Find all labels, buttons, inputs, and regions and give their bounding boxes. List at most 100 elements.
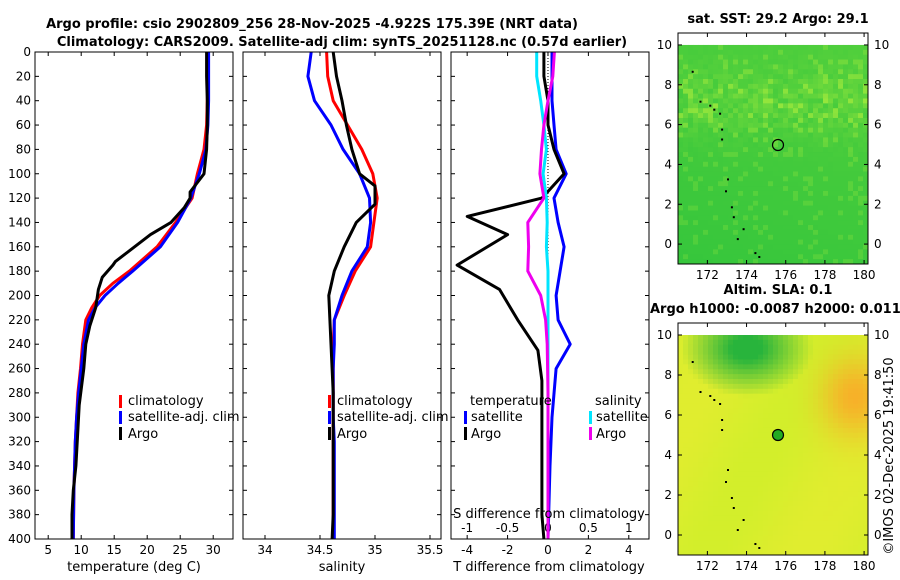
map-cell xyxy=(688,64,694,70)
map-cell xyxy=(793,166,799,173)
map-cell xyxy=(863,79,868,85)
map-cell xyxy=(693,64,699,70)
map-cell xyxy=(733,432,739,439)
map-cell xyxy=(833,103,839,109)
map-cell xyxy=(843,74,849,80)
map-cell xyxy=(798,437,804,444)
map-cell xyxy=(823,147,829,153)
map-cell xyxy=(758,113,764,119)
map-cell xyxy=(853,122,859,129)
map-cell xyxy=(678,108,684,114)
map-cell xyxy=(723,127,729,134)
map-cell xyxy=(733,190,739,197)
map-cell xyxy=(748,156,754,163)
map-cell xyxy=(823,220,829,226)
map-cell xyxy=(783,481,789,488)
map-cell xyxy=(703,447,709,453)
map-cell xyxy=(733,132,739,139)
map-cell xyxy=(713,83,719,90)
map-cell xyxy=(818,103,824,109)
map-cell xyxy=(838,190,844,197)
map-cell xyxy=(703,254,709,260)
map-cell xyxy=(778,190,784,197)
map-cell xyxy=(788,220,794,226)
map-cell xyxy=(763,239,769,246)
map-cell xyxy=(728,113,734,119)
map-cell xyxy=(763,93,769,100)
map-cell xyxy=(688,74,694,80)
map-cell xyxy=(798,69,804,75)
map-cell xyxy=(778,467,784,473)
map-cell xyxy=(823,142,829,148)
map-cell xyxy=(798,200,804,207)
map-cell xyxy=(723,423,729,429)
map-cell xyxy=(723,383,729,390)
map-cell xyxy=(823,215,829,221)
legend-swatch-s-satellite xyxy=(589,411,592,424)
map-cell xyxy=(708,113,714,119)
map-cell xyxy=(863,447,868,453)
map-cell xyxy=(793,137,799,143)
map-cell xyxy=(683,229,689,236)
map-cell xyxy=(803,142,809,148)
map-cell xyxy=(853,239,859,246)
map-cell xyxy=(738,452,744,458)
map-cell xyxy=(778,156,784,163)
map-cell xyxy=(853,335,859,341)
map-cell xyxy=(713,447,719,453)
map-cell xyxy=(693,511,699,517)
map-cell xyxy=(733,59,739,66)
map-cell xyxy=(748,506,754,512)
map-cell xyxy=(693,525,699,532)
map-cell xyxy=(788,210,794,216)
map-cell xyxy=(803,506,809,512)
map-cell xyxy=(758,413,764,419)
map-cell xyxy=(848,545,854,551)
map-cell xyxy=(718,525,724,532)
map-cell xyxy=(683,354,689,361)
map-cell xyxy=(818,418,824,424)
map-cell xyxy=(838,200,844,207)
map-cell xyxy=(823,44,829,51)
map-cell xyxy=(688,496,694,502)
map-cell xyxy=(678,254,684,260)
map-cell xyxy=(858,442,864,449)
map-cell xyxy=(808,195,814,202)
map-cell xyxy=(848,437,854,444)
map-cell xyxy=(838,93,844,100)
map-cell xyxy=(713,195,719,202)
map-cell xyxy=(773,452,779,458)
map-cell xyxy=(733,220,739,226)
map-cell xyxy=(853,476,859,483)
map-cell xyxy=(863,74,868,80)
island-speck xyxy=(721,138,724,141)
map-cell xyxy=(788,195,794,202)
map-cell xyxy=(748,254,754,260)
map-cell xyxy=(853,501,859,507)
salinity-xlabel: salinity xyxy=(319,560,366,575)
map-cell xyxy=(788,349,794,356)
map-cell xyxy=(833,501,839,507)
map-cell xyxy=(723,108,729,114)
map-cell xyxy=(738,481,744,488)
map-cell xyxy=(793,496,799,502)
map-cell xyxy=(688,467,694,473)
map-cell xyxy=(798,432,804,439)
map-cell xyxy=(763,234,769,241)
map-cell xyxy=(748,462,754,468)
map-cell xyxy=(753,525,759,532)
map-cell xyxy=(718,195,724,202)
map-cell xyxy=(713,225,719,231)
map-cell xyxy=(818,137,824,143)
map-cell xyxy=(768,506,774,512)
map-cell xyxy=(678,59,684,66)
map-cell xyxy=(823,195,829,202)
map-cell xyxy=(838,437,844,444)
map-cell xyxy=(793,132,799,139)
map-cell xyxy=(783,344,789,351)
map-cell xyxy=(863,540,868,546)
map-cell xyxy=(713,49,719,56)
map-cell xyxy=(823,432,829,439)
map-cell xyxy=(698,476,704,483)
map-cell xyxy=(678,69,684,75)
